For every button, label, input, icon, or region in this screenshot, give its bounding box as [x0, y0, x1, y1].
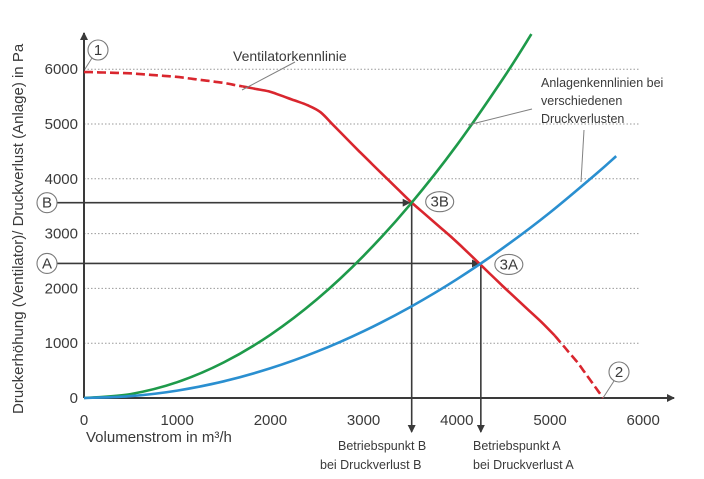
point-markers: 1 2 3B 3A B A — [36, 39, 630, 383]
y-tick-label: 2000 — [45, 280, 78, 297]
x-tick-label: 0 — [80, 412, 88, 429]
marker-point-3b: 3B — [425, 191, 455, 213]
marker-point-1: 1 — [87, 39, 109, 61]
marker-point-3a: 3A — [494, 253, 524, 276]
x-tick-labels: 0 1000 2000 3000 4000 5000 6000 — [80, 412, 660, 429]
grid-lines — [84, 68, 640, 344]
y-axis-label: Druckerhöhung (Ventilator)/ Druckverlust… — [10, 43, 27, 414]
callout-system-curve-a — [580, 129, 585, 183]
callout-system-curve-b — [467, 108, 533, 126]
y-tick-label: 5000 — [45, 116, 78, 133]
series-line-ventilatorkennlinie-dashed — [83, 70, 243, 88]
callout-point-2 — [602, 380, 615, 399]
x-tick-label: 4000 — [440, 412, 473, 429]
marker-level-b-circle — [36, 192, 58, 214]
x-tick-label: 6000 — [627, 412, 660, 429]
series-line-ventilatorkennlinie-solid — [242, 85, 556, 337]
x-axis-label: Volumenstrom in m³/h — [86, 429, 232, 446]
op-b-label-line1: Betriebspunkt B — [338, 439, 426, 453]
series-line-anlagenkennlinie-a — [83, 155, 618, 400]
y-tick-label: 0 — [70, 390, 78, 407]
marker-level-a: A — [36, 252, 58, 275]
marker-point-3b-label: 3B — [431, 194, 449, 211]
marker-level-a-circle — [36, 252, 58, 275]
series-line-ventilatorkennlinie-dashed — [553, 334, 605, 399]
marker-level-b-label: B — [42, 195, 52, 212]
callout-lines — [84, 57, 615, 399]
series-anlagenkennlinie-b — [83, 33, 533, 400]
marker-point-2: 2 — [608, 361, 630, 383]
series-line-anlagenkennlinie-b — [83, 33, 533, 400]
curves — [83, 33, 618, 400]
marker-point-2-circle — [608, 361, 630, 383]
op-a-label-line2: bei Druckverlust A — [473, 458, 574, 472]
op-a-label-line1: Betriebspunkt A — [473, 439, 561, 453]
op-b-label-line2: bei Druckverlust B — [320, 458, 421, 472]
system-curves-label-line1: Anlagenkennlinien bei — [541, 76, 663, 90]
x-tick-label: 2000 — [254, 412, 287, 429]
system-curves-label-line2: verschiedenen — [541, 94, 622, 108]
series-anlagenkennlinie-a — [83, 155, 618, 400]
y-tick-label: 4000 — [45, 171, 78, 188]
y-tick-label: 1000 — [45, 335, 78, 352]
marker-point-3b-circle — [425, 191, 455, 213]
x-tick-label: 5000 — [533, 412, 566, 429]
fan-curve-label: Ventilatorkennlinie — [233, 48, 347, 64]
callout-point-1 — [84, 57, 93, 70]
x-tick-label: 1000 — [161, 412, 194, 429]
marker-point-1-circle — [87, 39, 109, 61]
y-tick-label: 3000 — [45, 226, 78, 243]
marker-point-1-label: 1 — [94, 42, 102, 59]
operating-point-guides — [50, 198, 485, 433]
system-curves-label-line3: Druckverlusten — [541, 112, 624, 126]
marker-level-b: B — [36, 192, 58, 214]
marker-point-3a-label: 3A — [500, 256, 518, 273]
callout-fan-curve — [241, 61, 296, 91]
marker-point-2-label: 2 — [615, 364, 623, 381]
y-tick-label: 6000 — [45, 61, 78, 78]
y-tick-labels: 0 1000 2000 3000 4000 5000 6000 — [45, 61, 78, 407]
marker-level-a-label: A — [42, 255, 52, 272]
marker-point-3a-circle — [494, 253, 524, 276]
x-tick-label: 3000 — [347, 412, 380, 429]
series-ventilatorkennlinie — [83, 70, 605, 399]
